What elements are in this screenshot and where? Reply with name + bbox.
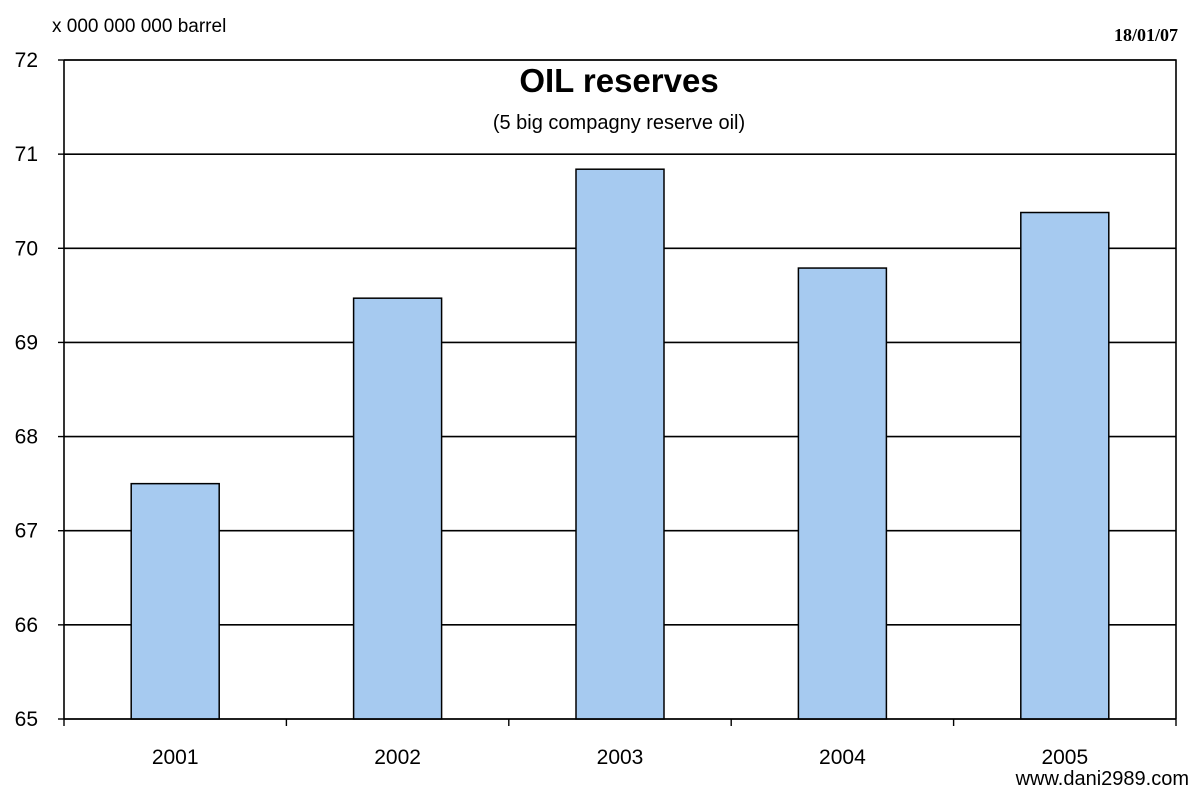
y-tick-label-67: 67 xyxy=(15,520,38,543)
y-tick-label-65: 65 xyxy=(15,708,38,731)
chart-date: 18/01/07 xyxy=(1113,25,1178,45)
x-tick-label-2004: 2004 xyxy=(819,746,866,769)
y-tick-label-66: 66 xyxy=(15,614,38,637)
bar-2003 xyxy=(575,168,665,720)
website-credit: www.dani2989.com xyxy=(1015,768,1189,790)
plot-border xyxy=(64,59,1177,719)
y-tick-label-71: 71 xyxy=(15,143,38,166)
tick-labels: 65 66 67 68 69 70 71 72 2001 2002 2003 2004 2005 xyxy=(15,49,1089,769)
bar-2002 xyxy=(352,297,443,720)
chart-title: OIL reserves xyxy=(519,62,719,99)
y-axis-unit-label: x 000 000 000 barrel xyxy=(52,16,227,37)
x-tick-label-2003: 2003 xyxy=(597,746,644,769)
y-tick-label-70: 70 xyxy=(15,237,38,260)
bar-2004 xyxy=(797,267,888,720)
y-tick-label-72: 72 xyxy=(15,49,38,72)
bars xyxy=(130,168,1110,720)
x-tick-label-2001: 2001 xyxy=(152,746,199,769)
bar-2005 xyxy=(1020,211,1110,720)
y-tick-label-69: 69 xyxy=(15,331,38,354)
bar-2001 xyxy=(130,482,220,720)
axes xyxy=(58,59,1177,726)
x-tick-label-2005: 2005 xyxy=(1041,746,1088,769)
x-tick-label-2002: 2002 xyxy=(374,746,421,769)
y-tick-label-68: 68 xyxy=(15,426,38,449)
chart-subtitle: (5 big compagny reserve oil) xyxy=(492,112,746,134)
